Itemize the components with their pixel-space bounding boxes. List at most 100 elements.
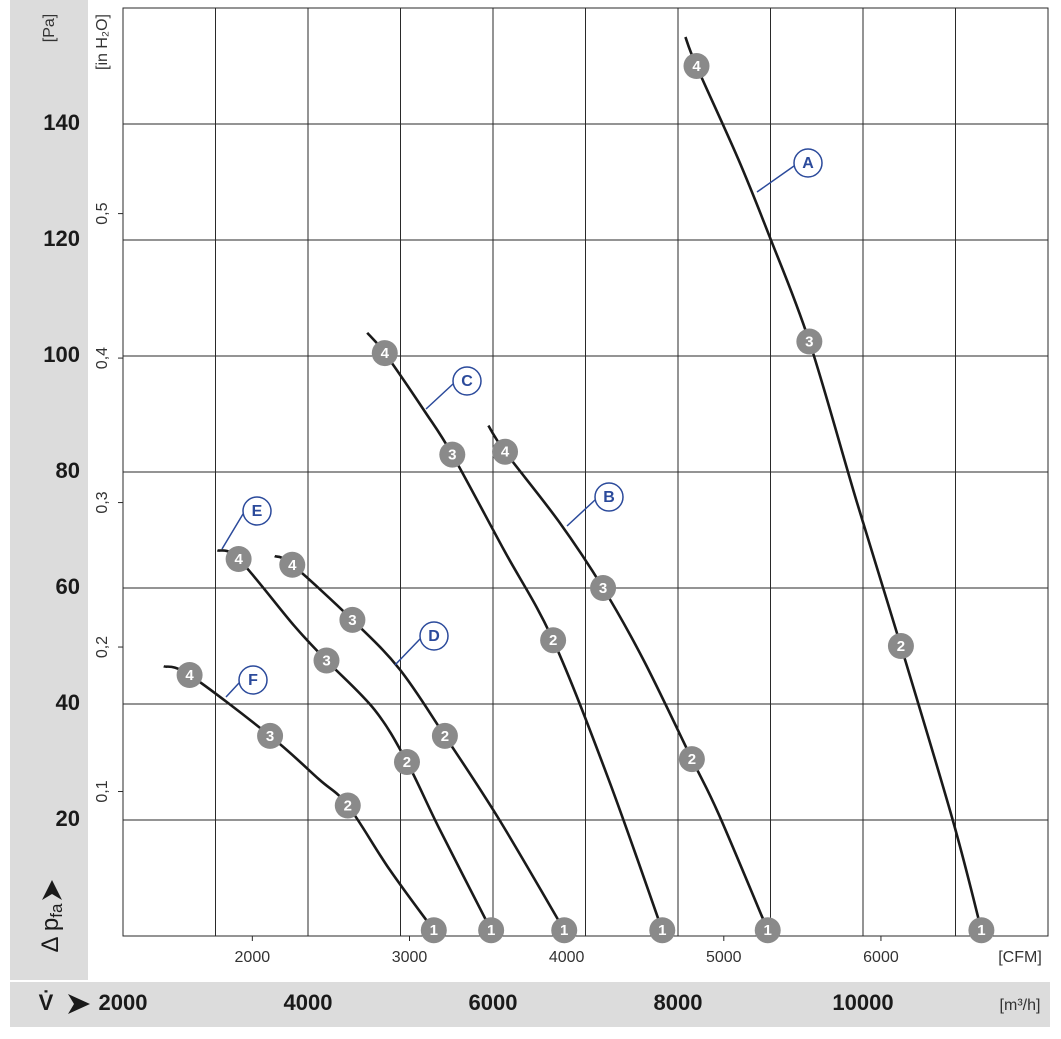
x2-unit: [CFM] — [998, 949, 1042, 966]
operating-point-label: 4 — [501, 444, 510, 461]
bottom-panel — [10, 982, 1050, 1027]
x-tick-label: 4000 — [284, 990, 333, 1015]
operating-point — [492, 438, 519, 465]
curve-tag — [242, 496, 272, 526]
curve-tag-leader — [225, 682, 240, 698]
operating-point-label: 3 — [348, 612, 356, 629]
operating-point — [590, 575, 617, 601]
operating-point — [420, 917, 447, 944]
y-title: Δ pfa — [37, 903, 66, 952]
operating-point — [649, 917, 676, 944]
y2-tick-label: 0,3 — [94, 491, 111, 513]
y-tick-label: 40 — [56, 690, 80, 715]
operating-point-label: 1 — [658, 922, 666, 939]
curve-tag-label: E — [252, 503, 263, 520]
curve-tag — [238, 665, 268, 695]
y2-tick-label: 0,1 — [94, 780, 111, 802]
operating-point-label: 2 — [403, 754, 411, 771]
operating-point-label: 3 — [322, 652, 330, 669]
operating-point — [313, 647, 340, 674]
y-unit: [Pa] — [41, 14, 58, 42]
y-tick-label: 140 — [43, 110, 80, 135]
curve-tag-label: C — [461, 373, 473, 390]
left-panel — [10, 0, 88, 980]
operating-point-label: 1 — [560, 922, 568, 939]
operating-point — [334, 792, 361, 819]
y2-tick-label: 0,4 — [94, 347, 111, 369]
operating-point-label: 2 — [441, 728, 449, 745]
operating-point — [678, 746, 705, 773]
operating-point-label: 3 — [805, 333, 813, 350]
y-tick-label: 100 — [43, 342, 80, 367]
operating-point-label: 1 — [487, 922, 495, 939]
operating-point — [431, 722, 458, 749]
operating-point-label: 4 — [288, 557, 297, 574]
operating-point-label: 3 — [448, 447, 456, 464]
x2-tick-label: 3000 — [392, 949, 428, 966]
x-arrow — [68, 994, 90, 1014]
curve-tag-leader — [394, 638, 421, 666]
x-tick-label: 6000 — [469, 990, 518, 1015]
curve-tag-label: F — [248, 672, 258, 689]
fan-curve — [366, 331, 664, 931]
curve-tag — [793, 148, 823, 178]
curve-tag-label: B — [603, 489, 615, 506]
operating-point — [540, 627, 567, 654]
operating-point-label: 4 — [692, 58, 701, 75]
operating-point-label: 3 — [266, 728, 274, 745]
x2-tick-label: 5000 — [706, 949, 742, 966]
operating-point-label: 2 — [688, 751, 696, 768]
y-arrow — [42, 880, 62, 900]
operating-point — [339, 606, 366, 633]
fan-curve — [274, 554, 566, 931]
operating-point-label: 4 — [234, 551, 243, 568]
operating-point — [478, 917, 505, 944]
curve-tag — [594, 482, 624, 512]
operating-point — [796, 328, 823, 355]
y-title-sub: fa — [47, 903, 66, 918]
operating-point — [257, 722, 284, 749]
fan-curve — [487, 424, 769, 931]
operating-point-label: 1 — [977, 922, 985, 939]
curve-tag-leader — [566, 499, 596, 527]
x-title: V̇ — [39, 990, 54, 1015]
operating-point-label: 4 — [381, 345, 390, 362]
y-tick-label: 60 — [56, 574, 80, 599]
operating-point — [754, 917, 781, 944]
operating-point — [968, 917, 995, 944]
y2-tick-label: 0,5 — [94, 202, 111, 224]
operating-point-label: 1 — [430, 922, 438, 939]
operating-point-label: 3 — [599, 580, 607, 597]
operating-point-label: 2 — [897, 638, 905, 655]
x-tick-label: 2000 — [99, 990, 148, 1015]
x-unit: [m³/h] — [1000, 997, 1041, 1014]
x-tick-label: 8000 — [654, 990, 703, 1015]
operating-point-label: 2 — [344, 797, 352, 814]
curve-tag-leader — [221, 513, 244, 550]
operating-point — [176, 662, 203, 688]
y2-unit: [in H₂O] — [94, 14, 111, 70]
operating-point-label: 2 — [549, 632, 557, 649]
operating-point-label: 4 — [185, 667, 194, 684]
curve-tag-leader — [425, 383, 454, 410]
curve-tag-leader — [756, 165, 795, 193]
x2-tick-label: 4000 — [549, 949, 585, 966]
operating-point — [225, 546, 252, 572]
operating-point — [683, 53, 710, 79]
x-tick-label: 10000 — [832, 990, 893, 1015]
operating-point-label: 1 — [764, 922, 772, 939]
operating-point — [439, 441, 466, 468]
curve-tag — [419, 621, 449, 651]
curve-tag-label: A — [802, 155, 814, 172]
curve-tag-label: D — [428, 628, 440, 645]
y-tick-label: 20 — [56, 806, 80, 831]
operating-point — [887, 633, 914, 659]
fan-curve — [163, 665, 435, 931]
operating-point — [371, 340, 398, 367]
x2-tick-label: 6000 — [863, 949, 899, 966]
y2-tick-label: 0,2 — [94, 636, 111, 658]
fan-curve — [684, 36, 983, 931]
operating-point — [279, 551, 306, 578]
